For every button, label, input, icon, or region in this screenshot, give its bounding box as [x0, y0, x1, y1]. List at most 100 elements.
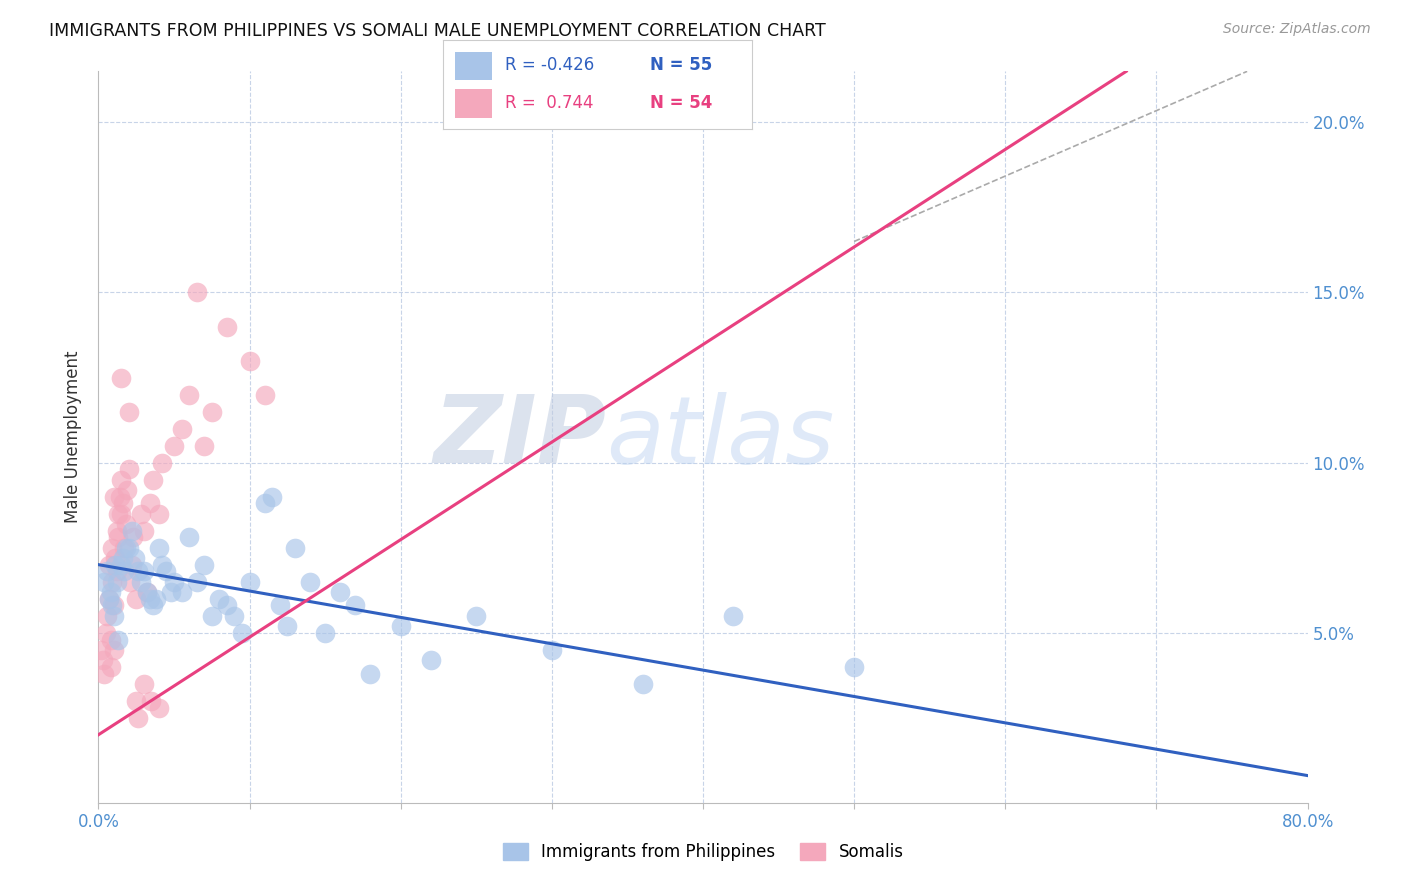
Point [121, 558, 143, 572]
Point [127, 565, 149, 579]
Point [120, 574, 142, 589]
Point [107, 507, 129, 521]
Point [139, 496, 162, 510]
Point [193, 439, 215, 453]
Point [135, 585, 157, 599]
Text: atlas: atlas [606, 392, 835, 483]
Point [107, 632, 129, 647]
Point [101, 574, 124, 589]
Point [314, 625, 336, 640]
Point [124, 550, 146, 565]
Point [215, 599, 238, 613]
Point [148, 700, 170, 714]
Text: Source: ZipAtlas.com: Source: ZipAtlas.com [1223, 22, 1371, 37]
Bar [456, 52, 492, 80]
Point [118, 404, 141, 418]
Point [540, 642, 562, 657]
Point [269, 599, 291, 613]
Point [93, 666, 115, 681]
Point [193, 558, 215, 572]
Point [107, 531, 129, 545]
Point [104, 558, 127, 572]
Point [170, 585, 193, 599]
Point [360, 666, 382, 681]
Point [179, 531, 201, 545]
Legend: Immigrants from Philippines, Somalis: Immigrants from Philippines, Somalis [496, 836, 910, 868]
Point [110, 370, 132, 384]
Point [105, 524, 128, 538]
Point [125, 694, 148, 708]
Point [96, 565, 118, 579]
Point [110, 507, 132, 521]
Point [150, 456, 173, 470]
Point [121, 524, 143, 538]
Point [90, 642, 112, 657]
Point [465, 608, 488, 623]
Point [145, 591, 167, 606]
Point [98, 591, 121, 606]
Point [329, 585, 352, 599]
Point [132, 524, 155, 538]
Point [91, 653, 114, 667]
Point [389, 619, 412, 633]
Point [160, 585, 183, 599]
Point [344, 599, 367, 613]
Point [723, 608, 745, 623]
Point [105, 574, 128, 589]
Point [132, 565, 155, 579]
Point [98, 558, 121, 572]
Point [112, 541, 135, 555]
Point [108, 490, 131, 504]
Y-axis label: Male Unemployment: Male Unemployment [65, 351, 83, 524]
Point [224, 608, 246, 623]
Bar [456, 89, 492, 118]
Point [103, 642, 125, 657]
Point [100, 585, 122, 599]
Point [94, 625, 117, 640]
Text: N = 54: N = 54 [650, 94, 713, 112]
Point [215, 319, 238, 334]
Point [127, 711, 149, 725]
Point [170, 421, 193, 435]
Point [103, 599, 125, 613]
Point [420, 653, 443, 667]
Point [110, 473, 132, 487]
Point [201, 608, 224, 623]
Point [142, 599, 165, 613]
Point [253, 387, 276, 401]
Point [276, 619, 298, 633]
Point [110, 558, 132, 572]
Point [299, 574, 322, 589]
Point [208, 591, 231, 606]
Point [129, 574, 152, 589]
Point [105, 565, 128, 579]
Point [150, 558, 173, 572]
Point [93, 574, 115, 589]
Point [142, 473, 165, 487]
Point [186, 285, 208, 300]
Point [114, 516, 136, 531]
Point [844, 659, 866, 673]
Point [104, 550, 127, 565]
Point [129, 507, 152, 521]
Point [239, 353, 262, 368]
Point [103, 608, 125, 623]
Point [118, 462, 141, 476]
Point [96, 608, 118, 623]
Point [100, 632, 122, 647]
Point [122, 531, 145, 545]
Point [100, 659, 122, 673]
Point [132, 677, 155, 691]
Point [101, 541, 124, 555]
Point [111, 550, 134, 565]
Point [284, 541, 307, 555]
Point [163, 439, 186, 453]
Point [253, 496, 276, 510]
Point [239, 574, 262, 589]
Point [125, 591, 148, 606]
Point [139, 591, 162, 606]
Text: IMMIGRANTS FROM PHILIPPINES VS SOMALI MALE UNEMPLOYMENT CORRELATION CHART: IMMIGRANTS FROM PHILIPPINES VS SOMALI MA… [49, 22, 825, 40]
Point [103, 490, 125, 504]
Text: R = -0.426: R = -0.426 [505, 56, 593, 74]
Text: R =  0.744: R = 0.744 [505, 94, 593, 112]
